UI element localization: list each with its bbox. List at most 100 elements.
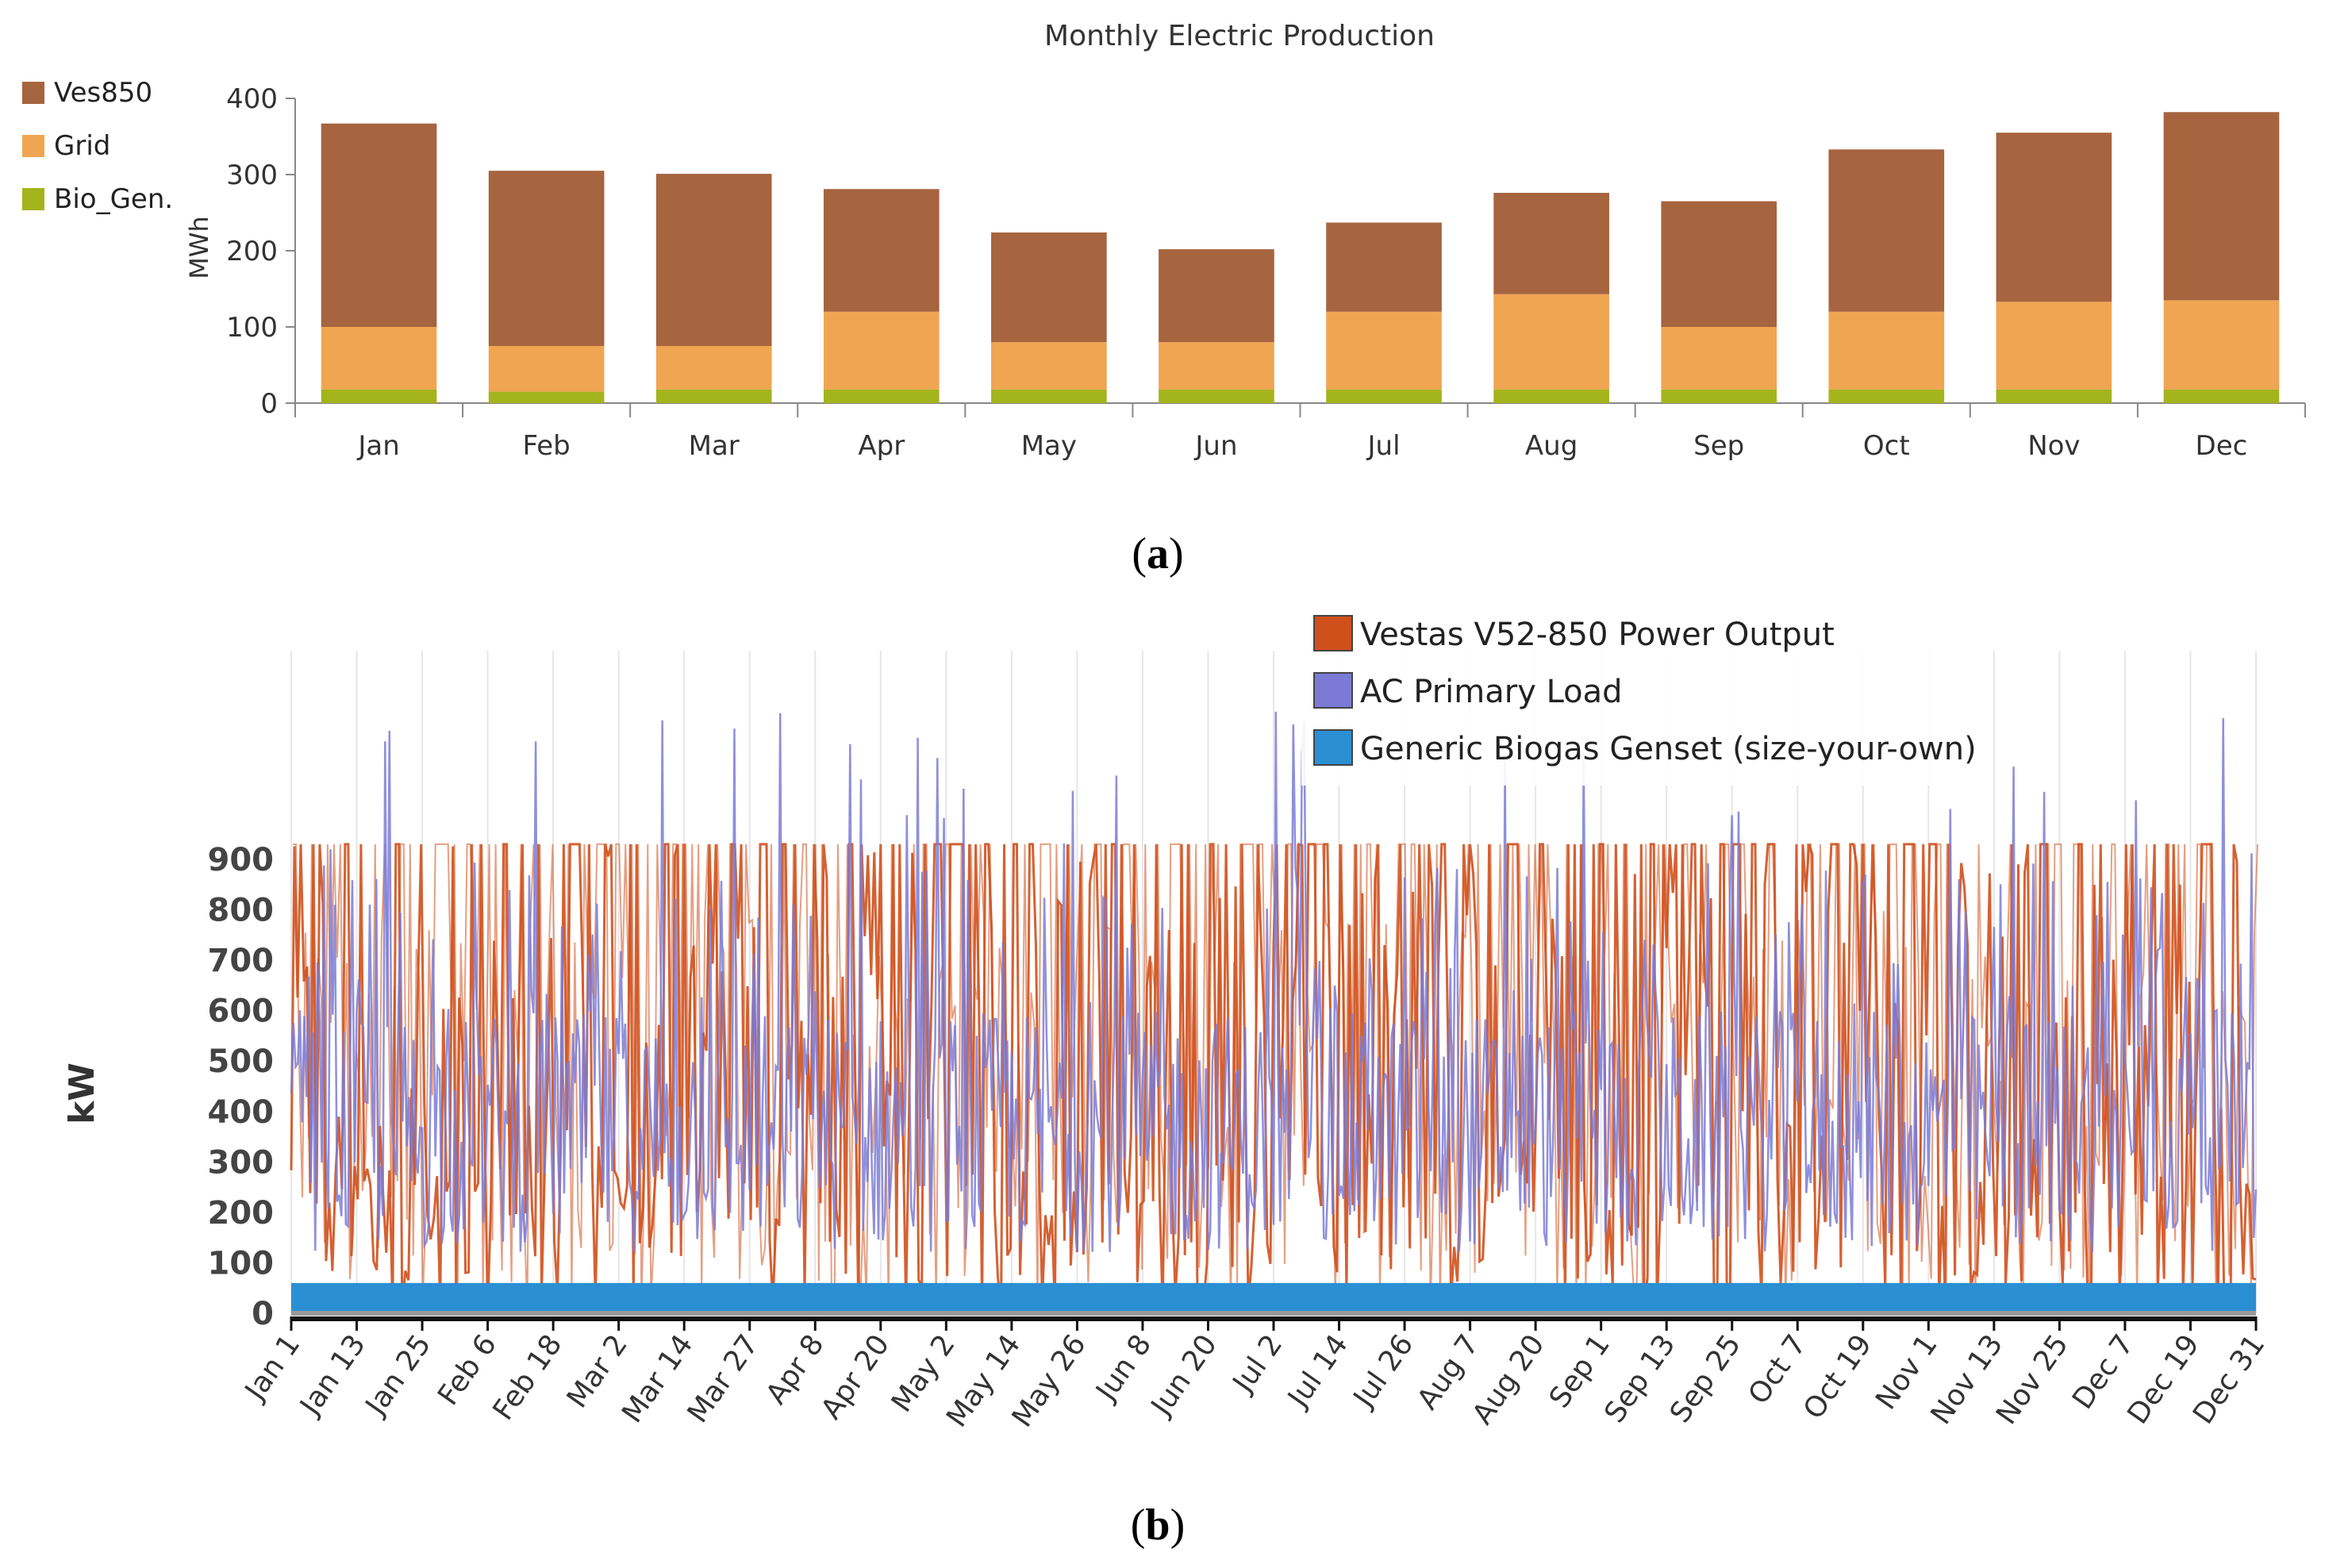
bar-grid-jun	[1159, 342, 1274, 390]
legend-label-bio-gen: Bio_Gen.	[54, 183, 173, 215]
chart-a-x-tick-label: Sep	[1693, 430, 1744, 462]
chart-a-x-tick-label: Dec	[2196, 430, 2248, 462]
chart-b-legend-bg	[1301, 603, 1960, 786]
legend-swatch-ves850	[22, 82, 44, 104]
chart-a-x-tick-label: Jan	[356, 430, 399, 462]
chart-a-axes: 0 100 200 300 400 Jan Feb Mar Apr May Jun Jul Aug Sep…	[226, 83, 2306, 462]
bar-bio-gen-nov	[1996, 389, 2112, 403]
chart-b-legend: Vestas V52-850 Power Output AC Primary L…	[1301, 603, 1977, 786]
chart-b-x-tick-label: Apr 20	[815, 1329, 896, 1425]
bar-bio-gen-jan	[321, 389, 437, 403]
bar-ves850-jul	[1326, 222, 1442, 312]
chart-b-x-tick-label: Oct 19	[1797, 1329, 1878, 1425]
chart-b-x-tick-label: Jan 13	[294, 1329, 372, 1423]
bar-ves850-oct	[1828, 149, 1945, 312]
legend-item-bio-gen: Bio_Gen.	[22, 183, 173, 215]
bar-ves850-dec	[2163, 112, 2280, 301]
chart-b-x-tick-label: Jul 14	[1281, 1329, 1354, 1415]
legend-swatch-grid	[22, 135, 44, 157]
bar-ves850-aug	[1493, 193, 1609, 294]
chart-b-y-tick-label: 400	[208, 1094, 275, 1131]
legend-swatch-biogas	[1313, 729, 1353, 766]
panel-letter-b: b	[1145, 1501, 1170, 1550]
legend-item-biogas: Generic Biogas Genset (size-your-own)	[1313, 729, 1977, 767]
chart-a-x-tick-label: Apr	[858, 430, 905, 462]
legend-swatch-bio-gen	[22, 188, 44, 210]
series-vestas-power-output	[290, 842, 2257, 1313]
chart-a-x-tick-label: Feb	[523, 430, 571, 462]
bar-grid-jul	[1326, 311, 1442, 390]
bar-grid-feb	[488, 346, 605, 392]
panel-label-b: (b)	[1131, 1501, 1185, 1550]
legend-label-vestas: Vestas V52-850 Power Output	[1360, 617, 1835, 653]
legend-label-grid: Grid	[54, 130, 110, 162]
bar-grid-jan	[321, 327, 437, 390]
chart-b-x-tick-label: Feb 18	[487, 1329, 569, 1427]
chart-a-x-tick-label: Aug	[1525, 430, 1578, 462]
series-biogas-genset	[291, 1282, 2256, 1313]
chart-a-x-tick-label: Oct	[1863, 430, 1910, 462]
chart-b-y-tick-label: 0	[252, 1296, 274, 1332]
panel-label-a: (a)	[1132, 529, 1183, 578]
chart-a-y-tick-label: 400	[226, 83, 278, 115]
chart-b-y-tick-label: 300	[208, 1144, 275, 1181]
bar-ves850-jun	[1159, 249, 1274, 343]
bar-ves850-mar	[655, 174, 772, 346]
chart-a-y-tick-label: 300	[226, 159, 278, 191]
panel-letter-a: a	[1147, 529, 1169, 578]
chart-a-y-tick-label: 0	[260, 388, 278, 420]
chart-b-y-tick-label: 500	[208, 1043, 275, 1080]
chart-a-x-tick-label: Nov	[2027, 430, 2080, 462]
bar-bio-gen-dec	[2163, 389, 2280, 403]
legend-item-ves850: Ves850	[22, 77, 152, 109]
legend-item-ac-primary-load: AC Primary Load	[1313, 672, 1623, 710]
chart-a-x-tick-label: Mar	[689, 430, 740, 462]
bar-bio-gen-jun	[1159, 389, 1274, 403]
chart-a-title: Monthly Electric Production	[1044, 20, 1435, 52]
bar-ves850-jan	[321, 123, 437, 327]
bar-bio-gen-aug	[1493, 389, 1609, 403]
bar-bio-gen-oct	[1828, 389, 1945, 403]
chart-b-plot	[290, 711, 2258, 1313]
bar-grid-nov	[1996, 302, 2112, 390]
chart-a-y-tick-label: 100	[226, 312, 278, 344]
chart-b-y-tick-label: 800	[208, 893, 275, 929]
chart-b-x-tick-label: Jan 25	[359, 1329, 437, 1423]
bar-bio-gen-apr	[823, 389, 940, 403]
chart-b-x-tick-label: Jun 20	[1144, 1329, 1224, 1423]
legend-swatch-ac-primary-load	[1313, 672, 1353, 709]
bar-grid-sep	[1661, 327, 1777, 390]
legend-swatch-vestas	[1313, 615, 1353, 651]
chart-b-y-tick-label: 700	[208, 943, 275, 979]
legend-label-biogas: Generic Biogas Genset (size-your-own)	[1360, 731, 1977, 767]
series-ac-primary-load	[290, 711, 2258, 1253]
chart-b-y-tick-label: 600	[208, 993, 275, 1030]
bar-grid-mar	[655, 346, 772, 390]
legend-label-ves850: Ves850	[54, 77, 152, 109]
bar-bio-gen-jul	[1326, 389, 1442, 403]
chart-b-x-tick-label: Jul 2	[1226, 1329, 1289, 1400]
chart-a-ylabel: MWh	[184, 216, 214, 279]
bar-ves850-apr	[823, 189, 940, 312]
legend-item-vestas: Vestas V52-850 Power Output	[1313, 615, 1835, 653]
bar-grid-oct	[1828, 311, 1945, 390]
bar-bio-gen-feb	[488, 391, 605, 403]
chart-a: Monthly Electric Production Ves850 Grid …	[22, 20, 2306, 462]
chart-a-x-tick-label: May	[1021, 430, 1077, 462]
bar-ves850-may	[991, 232, 1107, 343]
chart-b-x-tick-label: Oct 7	[1743, 1329, 1813, 1411]
chart-b-y-tick-label: 100	[208, 1245, 275, 1282]
bar-bio-gen-mar	[655, 389, 772, 403]
chart-b-x-tick-label: Jun 8	[1089, 1329, 1159, 1408]
legend-label-ac-primary-load: AC Primary Load	[1360, 674, 1623, 710]
chart-a-x-tick-label: Jul	[1366, 430, 1401, 462]
bar-ves850-nov	[1996, 133, 2112, 302]
legend-item-grid: Grid	[22, 130, 110, 162]
chart-b-x-tick-label: Jan 1	[238, 1329, 306, 1408]
bar-bio-gen-may	[991, 389, 1107, 403]
bar-ves850-sep	[1661, 201, 1777, 327]
bar-grid-may	[991, 342, 1107, 390]
chart-a-legend: Ves850 Grid Bio_Gen.	[22, 77, 173, 215]
